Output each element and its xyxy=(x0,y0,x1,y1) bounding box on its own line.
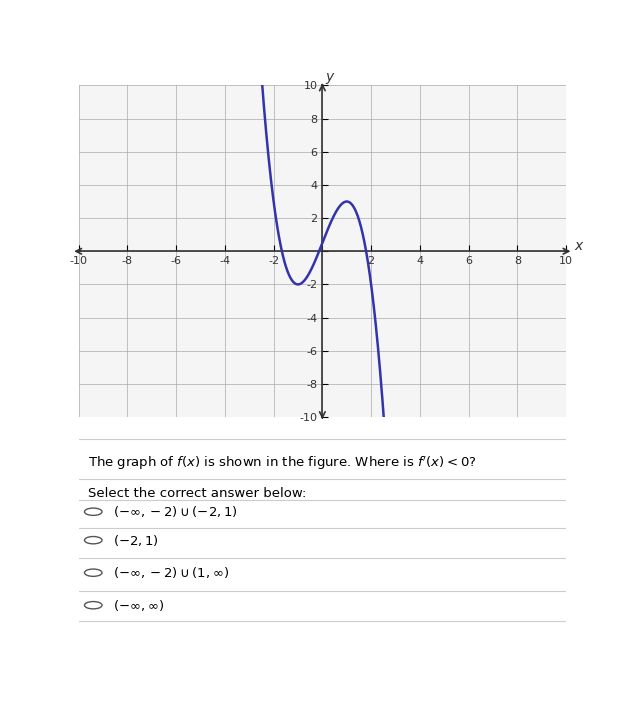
Text: $(-\infty, -2) \cup (1, \infty)$: $(-\infty, -2) \cup (1, \infty)$ xyxy=(113,565,229,580)
Text: The graph of $f(x)$ is shown in the figure. Where is $f'(x) < 0$?: The graph of $f(x)$ is shown in the figu… xyxy=(88,455,477,472)
Text: y: y xyxy=(326,70,334,84)
Text: $(-\infty, \infty)$: $(-\infty, \infty)$ xyxy=(113,598,164,613)
Text: Select the correct answer below:: Select the correct answer below: xyxy=(88,487,307,501)
Text: x: x xyxy=(574,239,582,253)
Text: $(-\infty, -2) \cup (-2, 1)$: $(-\infty, -2) \cup (-2, 1)$ xyxy=(113,504,238,519)
Text: $(-2, 1)$: $(-2, 1)$ xyxy=(113,533,159,548)
